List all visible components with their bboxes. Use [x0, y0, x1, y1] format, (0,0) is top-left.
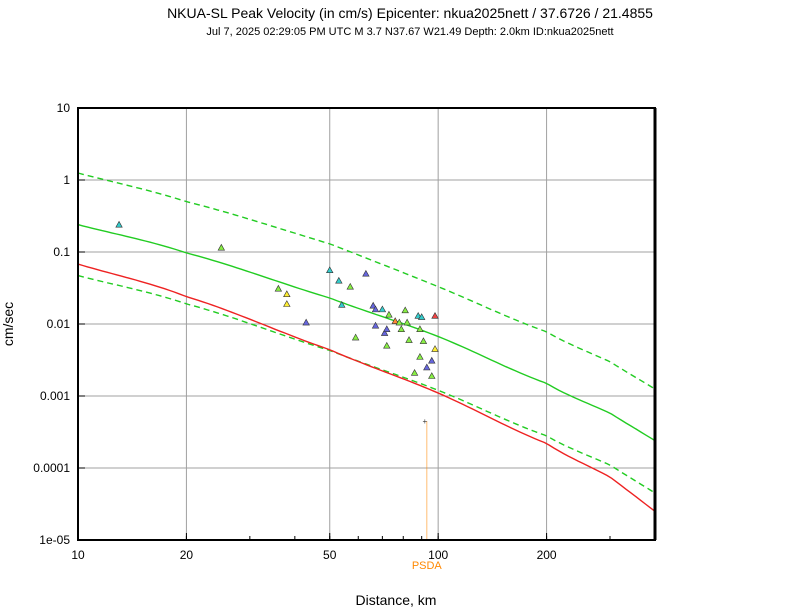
- station-marker: [416, 325, 424, 332]
- y-tick-label: 0.001: [40, 389, 70, 403]
- station-marker: [423, 363, 431, 371]
- x-tick-label: 20: [180, 548, 194, 562]
- psda-label: PSDA: [412, 560, 443, 572]
- station-marker: [428, 372, 436, 379]
- station-marker: [410, 368, 419, 376]
- station-marker: [217, 243, 226, 251]
- station-marker: [405, 336, 413, 343]
- y-tick-label: 1e-05: [39, 533, 70, 547]
- model-curve-lower: [77, 274, 656, 494]
- model-curve-median: [77, 223, 656, 442]
- station-marker: [338, 300, 346, 308]
- station-marker: [431, 345, 439, 352]
- station-marker: [346, 282, 354, 290]
- x-tick-label: 200: [537, 548, 557, 562]
- y-tick-label: 0.01: [47, 317, 71, 331]
- x-tick-label: 10: [71, 548, 85, 562]
- station-marker: [351, 333, 360, 341]
- station-marker: [362, 269, 370, 277]
- station-marker: [416, 353, 424, 360]
- station-marker: [383, 341, 391, 349]
- x-tick-label: 100: [428, 548, 448, 562]
- chart-subtitle: Jul 7, 2025 02:29:05 PM UTC M 3.7 N37.67…: [206, 26, 613, 38]
- model-curve-red: [77, 263, 656, 512]
- station-marker: [274, 284, 283, 292]
- station-marker: [417, 313, 426, 320]
- station-marker: [369, 301, 377, 309]
- station-marker: [380, 329, 389, 336]
- x-tick-label: 50: [323, 548, 337, 562]
- station-marker: [391, 317, 399, 324]
- y-tick-labels: 10 1 0.1 0.01 0.001 0.0001 1e-05: [33, 101, 85, 547]
- grid-lines: [78, 108, 655, 540]
- psda-point: +: [422, 417, 427, 426]
- station-marker: [115, 220, 123, 228]
- y-tick-label: 1: [63, 173, 70, 187]
- x-tick-labels: 10 20 50 100 200: [71, 533, 656, 562]
- station-marker: [403, 318, 411, 326]
- station-marker: [385, 310, 393, 318]
- station-marker: [401, 306, 409, 314]
- station-marker: [326, 266, 334, 273]
- station-marker: [397, 325, 406, 332]
- station-marker: [419, 337, 428, 344]
- station-marker: [283, 290, 291, 297]
- model-curve-upper: [77, 172, 656, 390]
- station-marker: [431, 311, 439, 319]
- station-marker: [371, 321, 380, 329]
- y-tick-label: 0.0001: [33, 461, 70, 475]
- station-marker: [383, 325, 391, 332]
- station-points: [115, 220, 439, 379]
- x-axis-label: Distance, km: [356, 592, 437, 608]
- psda-marker: + PSDA: [412, 417, 443, 572]
- chart-title: NKUA-SL Peak Velocity (in cm/s) Epicente…: [167, 5, 653, 21]
- station-marker: [371, 305, 380, 313]
- station-marker: [335, 276, 343, 284]
- y-axis-label: cm/sec: [0, 302, 16, 346]
- station-marker: [428, 356, 436, 364]
- station-marker: [283, 300, 291, 307]
- y-tick-label: 0.1: [53, 245, 70, 259]
- model-curves: [77, 172, 656, 512]
- station-marker: [378, 305, 387, 313]
- y-tick-label: 10: [57, 101, 71, 115]
- station-marker: [302, 318, 310, 326]
- station-marker: [395, 318, 404, 326]
